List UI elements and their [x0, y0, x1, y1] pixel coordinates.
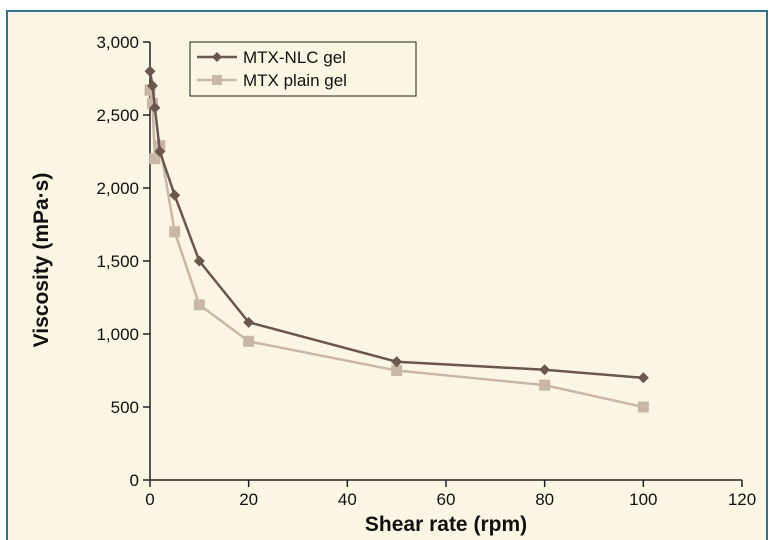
data-point	[391, 356, 403, 368]
data-point	[193, 255, 205, 267]
legend-label-mtx-plain: MTX plain gel	[243, 71, 347, 90]
data-point	[243, 316, 255, 328]
data-point	[149, 102, 161, 114]
data-point	[637, 372, 649, 384]
x-tick-label: 120	[728, 490, 756, 509]
data-point	[146, 97, 158, 109]
data-point	[243, 335, 255, 347]
series-mtx-plain-gel	[144, 84, 649, 413]
y-tick-label: 3,000	[96, 33, 139, 52]
legend: MTX-NLC gel MTX plain gel	[189, 41, 417, 97]
legend-marker-mtx-plain	[212, 75, 222, 85]
data-point	[637, 401, 649, 413]
chart-frame	[6, 10, 768, 540]
data-point	[539, 364, 551, 376]
data-point	[169, 189, 181, 201]
data-point	[149, 153, 161, 165]
legend-box	[189, 41, 417, 97]
data-point	[154, 146, 166, 157]
data-point	[391, 365, 403, 376]
y-tick-label: 500	[111, 398, 139, 417]
x-tick-label: 80	[535, 490, 554, 509]
x-tick-label: 60	[437, 490, 456, 509]
data-point	[539, 379, 551, 391]
series-line	[148, 89, 644, 409]
y-tick-label: 1,500	[96, 252, 139, 271]
y-tick-label: 2,000	[96, 179, 139, 198]
y-tick-label: 2,500	[96, 106, 139, 125]
series-layer	[144, 65, 649, 413]
legend-marker-mtx-nlc	[212, 52, 222, 62]
data-point	[146, 80, 158, 92]
x-axis-title: Shear rate (rpm)	[365, 513, 527, 536]
data-point	[144, 65, 156, 77]
y-axis-title: Viscosity (mPa·s)	[30, 173, 53, 348]
data-point	[193, 299, 205, 311]
y-tick-label: 0	[130, 471, 139, 490]
x-tick-label: 100	[629, 490, 657, 509]
axes: 0 500 1,000 1,500 2,000 2,500 3,000 0 20 40 60 80 10…	[96, 33, 756, 509]
data-point	[144, 84, 156, 96]
series-line	[148, 70, 644, 380]
x-tick-label: 20	[239, 490, 258, 509]
data-point	[169, 226, 181, 238]
x-tick-label: 0	[145, 490, 154, 509]
series-mtx-nlc-gel	[144, 65, 649, 384]
legend-label-mtx-nlc: MTX-NLC gel	[243, 48, 346, 67]
x-tick-label: 40	[338, 490, 357, 509]
y-tick-label: 1,000	[96, 325, 139, 344]
